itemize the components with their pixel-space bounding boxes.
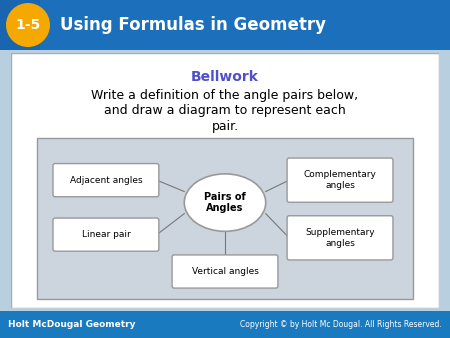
Text: pair.: pair. xyxy=(212,120,239,133)
Text: Vertical angles: Vertical angles xyxy=(192,267,258,276)
Text: Using Formulas in Geometry: Using Formulas in Geometry xyxy=(60,16,326,34)
Text: Complementary
angles: Complementary angles xyxy=(304,170,377,190)
FancyBboxPatch shape xyxy=(287,216,393,260)
FancyBboxPatch shape xyxy=(172,255,278,288)
Text: Pairs of
Angles: Pairs of Angles xyxy=(204,192,246,213)
Text: Linear pair: Linear pair xyxy=(81,230,130,239)
Text: Supplementary
angles: Supplementary angles xyxy=(305,228,375,247)
Ellipse shape xyxy=(6,3,50,47)
Text: and draw a diagram to represent each: and draw a diagram to represent each xyxy=(104,104,346,117)
Text: Bellwork: Bellwork xyxy=(191,70,259,84)
FancyBboxPatch shape xyxy=(53,164,159,197)
Ellipse shape xyxy=(184,174,266,231)
Text: 1-5: 1-5 xyxy=(15,18,40,32)
FancyBboxPatch shape xyxy=(287,158,393,202)
Text: Write a definition of the angle pairs below,: Write a definition of the angle pairs be… xyxy=(91,89,359,102)
Text: Copyright © by Holt Mc Dougal. All Rights Reserved.: Copyright © by Holt Mc Dougal. All Right… xyxy=(240,320,442,329)
FancyBboxPatch shape xyxy=(53,218,159,251)
Text: Adjacent angles: Adjacent angles xyxy=(70,176,142,185)
Text: Holt McDougal Geometry: Holt McDougal Geometry xyxy=(8,320,135,329)
Bar xyxy=(37,139,413,299)
